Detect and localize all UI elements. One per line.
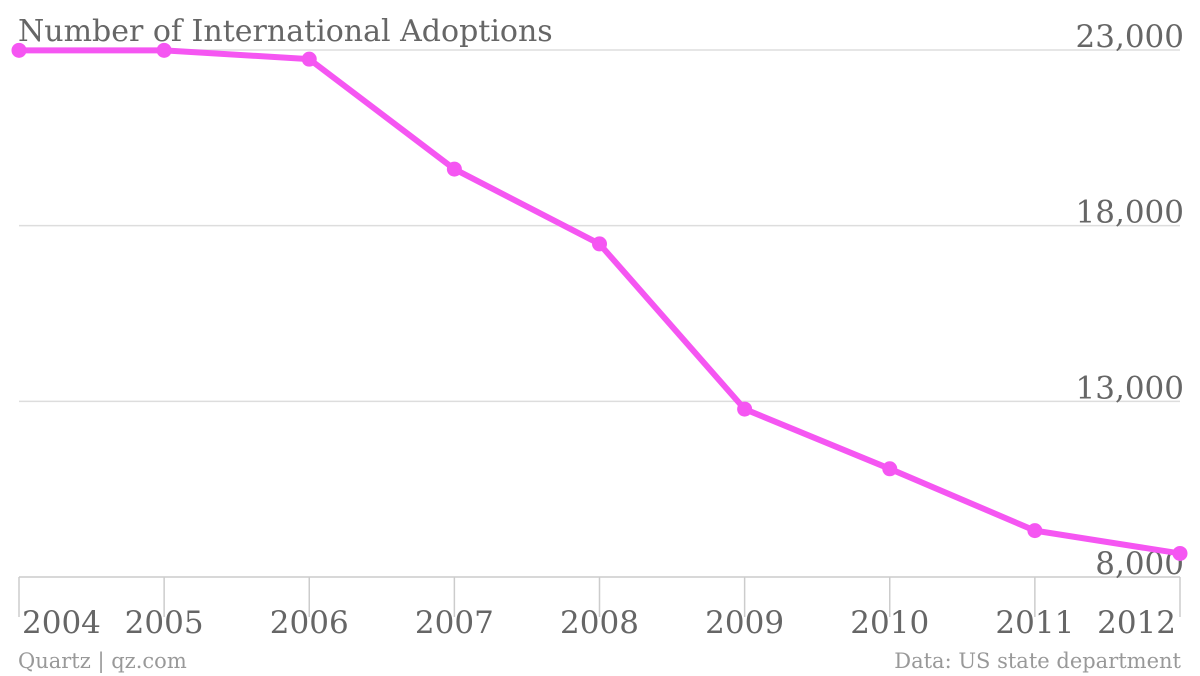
x-tick-label: 2010 bbox=[850, 605, 929, 641]
x-tick-label: 2005 bbox=[125, 605, 204, 641]
data-point bbox=[882, 461, 898, 477]
y-tick-label: 23,000 bbox=[1076, 19, 1184, 55]
x-tick-label: 2009 bbox=[705, 605, 784, 641]
data-point bbox=[156, 42, 172, 58]
x-tick-label: 2008 bbox=[560, 605, 639, 641]
data-point bbox=[1172, 545, 1188, 561]
data-point bbox=[446, 161, 462, 177]
gridlines bbox=[19, 49, 1180, 403]
series-line bbox=[16, 47, 1183, 557]
data-point bbox=[592, 236, 607, 252]
y-tick-label: 13,000 bbox=[1076, 370, 1184, 406]
data-point bbox=[11, 42, 27, 58]
x-axis: 2004 2005 2006 2007 2008 2009 2010 2011 2012 bbox=[18, 576, 1181, 641]
chart-title: Number of International Adoptions bbox=[18, 14, 553, 49]
x-tick-label: 2012 bbox=[1097, 605, 1176, 641]
x-tick-label: 2007 bbox=[415, 605, 494, 641]
x-tick-label: 2006 bbox=[270, 605, 349, 641]
x-tick-label: 2004 bbox=[22, 605, 101, 641]
data-point bbox=[1027, 523, 1043, 539]
x-tick-label: 2011 bbox=[995, 605, 1074, 641]
data-source: Data: US state department bbox=[894, 649, 1181, 673]
data-point bbox=[301, 51, 317, 67]
y-tick-label: 18,000 bbox=[1076, 195, 1184, 231]
data-point bbox=[737, 401, 753, 417]
data-series bbox=[11, 42, 1188, 561]
source-credit: Quartz | qz.com bbox=[18, 649, 187, 674]
